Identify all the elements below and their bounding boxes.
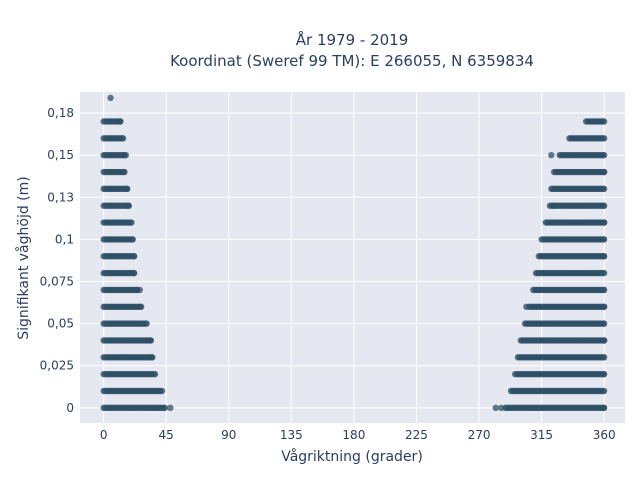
data-point	[149, 354, 156, 361]
data-point	[600, 286, 608, 294]
data-point	[600, 370, 608, 378]
data-point	[600, 269, 608, 277]
plot-area	[80, 92, 625, 423]
y-tick-label: 0,15	[47, 148, 74, 162]
x-tick-label: 180	[342, 428, 365, 442]
data-point	[151, 370, 159, 378]
data-point	[600, 253, 608, 260]
data-point	[137, 303, 145, 310]
data-point	[600, 404, 608, 412]
data-point	[124, 185, 131, 193]
x-tick-label: 90	[221, 428, 236, 442]
y-tick-labels: 0 0,025 0,05 0,075 0,1 0,13 0,15 0,18	[40, 106, 74, 415]
data-point	[600, 354, 608, 361]
data-point	[492, 404, 499, 412]
data-point	[161, 404, 169, 412]
x-tick-label: 45	[159, 428, 174, 442]
data-point	[121, 168, 128, 176]
data-point	[600, 387, 608, 395]
data-point	[600, 135, 608, 142]
data-point	[600, 219, 608, 226]
data-point	[167, 404, 174, 412]
data-point	[600, 303, 608, 310]
y-tick-label: 0,075	[40, 275, 74, 289]
data-point	[600, 185, 608, 193]
data-point	[550, 202, 558, 209]
x-axis-title: Vågriktning (grader)	[281, 448, 423, 465]
data-point	[548, 151, 555, 159]
data-point	[600, 236, 608, 243]
y-gridlines	[80, 112, 625, 409]
data-point	[498, 404, 505, 412]
data-point	[117, 118, 124, 125]
x-tick-label: 0	[100, 428, 108, 442]
y-tick-label: 0,18	[47, 106, 74, 120]
x-tick-label: 135	[280, 428, 303, 442]
data-point	[600, 168, 608, 176]
data-point	[122, 151, 130, 159]
data-point	[131, 269, 138, 277]
x-tick-label: 270	[468, 428, 491, 442]
data-point	[600, 151, 608, 159]
data-point	[147, 337, 155, 344]
data-point	[600, 320, 608, 327]
data-points	[100, 94, 608, 412]
y-tick-label: 0,05	[47, 317, 74, 331]
data-point	[143, 320, 150, 327]
data-point	[600, 118, 608, 125]
x-tick-label: 225	[405, 428, 428, 442]
x-tick-label: 360	[593, 428, 616, 442]
data-point	[600, 337, 608, 344]
data-point	[131, 253, 138, 260]
chart-title-line1: År 1979 - 2019	[296, 30, 409, 49]
x-tick-labels: 0 45 90 135 180 225 270 315 360	[100, 428, 616, 442]
x-tick-label: 315	[530, 428, 553, 442]
y-tick-label: 0,025	[40, 359, 74, 373]
data-point	[128, 219, 135, 226]
data-point	[523, 303, 530, 310]
y-tick-label: 0,1	[55, 232, 74, 246]
y-tick-label: 0,13	[47, 190, 74, 204]
data-point	[136, 286, 143, 294]
y-tick-label: 0	[66, 401, 74, 415]
data-point	[158, 387, 166, 395]
data-point	[119, 135, 127, 142]
data-point	[600, 202, 608, 209]
data-point	[107, 94, 114, 102]
data-point	[129, 236, 137, 243]
chart-title-line2: Koordinat (Sweref 99 TM): E 266055, N 63…	[170, 52, 534, 70]
y-axis-title: Signifikant våghöjd (m)	[15, 176, 32, 339]
data-point	[125, 202, 132, 209]
